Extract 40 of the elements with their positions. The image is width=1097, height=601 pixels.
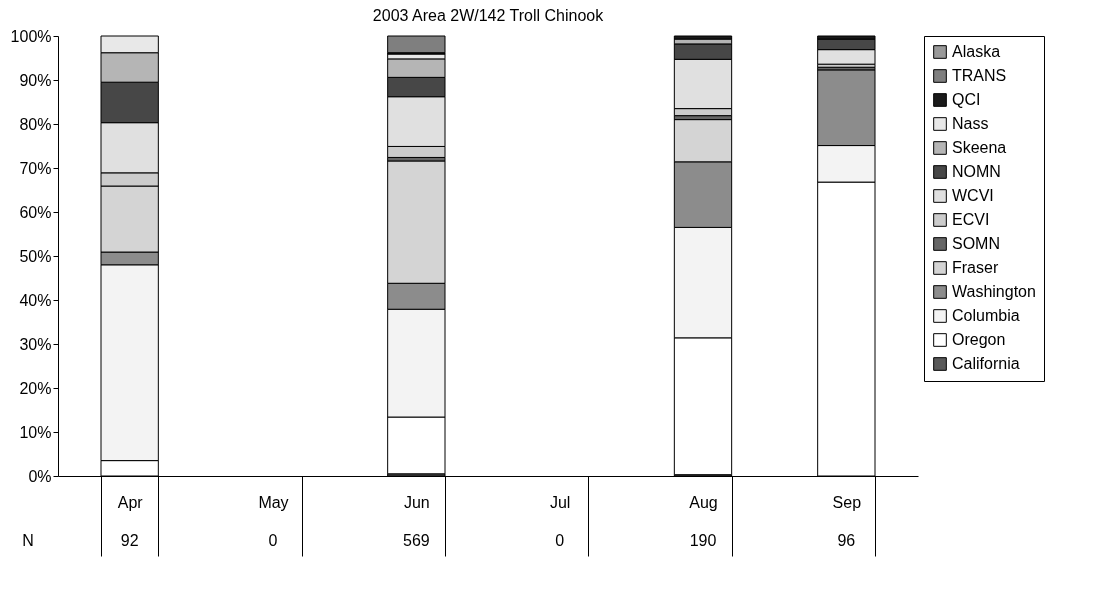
- legend-label: WCVI: [952, 187, 994, 204]
- legend-label: QCI: [952, 91, 981, 108]
- y-tick-label: 20%: [19, 379, 52, 397]
- y-tick-label: 40%: [19, 291, 52, 309]
- y-tick-label: 10%: [19, 423, 52, 441]
- text: 569: [402, 532, 430, 549]
- legend-label: Nass: [952, 115, 989, 132]
- legend-label: Oregon: [952, 331, 1006, 348]
- y-tick-label: 90%: [19, 71, 52, 89]
- y-tick-label: 0%: [28, 467, 52, 485]
- y-tick-label: 50%: [19, 247, 52, 265]
- text: 0: [555, 532, 565, 549]
- x-tick-label: May: [258, 493, 289, 511]
- y-tick-label: 80%: [19, 115, 52, 133]
- x-tick-label: Jun: [403, 493, 430, 511]
- legend-label: Fraser: [952, 259, 999, 276]
- text: 0: [268, 532, 278, 549]
- y-tick-label: 30%: [19, 335, 52, 353]
- text: 92: [120, 532, 139, 549]
- legend-label: SOMN: [952, 235, 1000, 252]
- chart-title: 2003 Area 2W/142 Troll Chinook: [372, 7, 605, 24]
- legend-label: California: [952, 355, 1020, 372]
- legend-label: TRANS: [952, 67, 1007, 84]
- y-tick-label: 60%: [19, 203, 52, 221]
- legend-label: NOMN: [952, 163, 1001, 180]
- legend-label: Washington: [952, 283, 1036, 300]
- y-tick-label: 70%: [19, 159, 52, 177]
- legend-label: Columbia: [952, 307, 1020, 324]
- x-tick-label: Jul: [549, 493, 571, 511]
- bar: [387, 35, 446, 54]
- text: 96: [837, 532, 856, 549]
- text: N: [22, 532, 34, 549]
- text: 190: [689, 532, 717, 549]
- x-tick-label: Sep: [832, 493, 862, 511]
- legend-label: Alaska: [952, 43, 1001, 60]
- x-tick-label: Aug: [689, 493, 718, 511]
- legend-label: ECVI: [952, 211, 990, 228]
- y-tick-label: 100%: [10, 27, 52, 45]
- legend-label: Skeena: [952, 139, 1007, 156]
- x-tick-label: Apr: [117, 493, 144, 511]
